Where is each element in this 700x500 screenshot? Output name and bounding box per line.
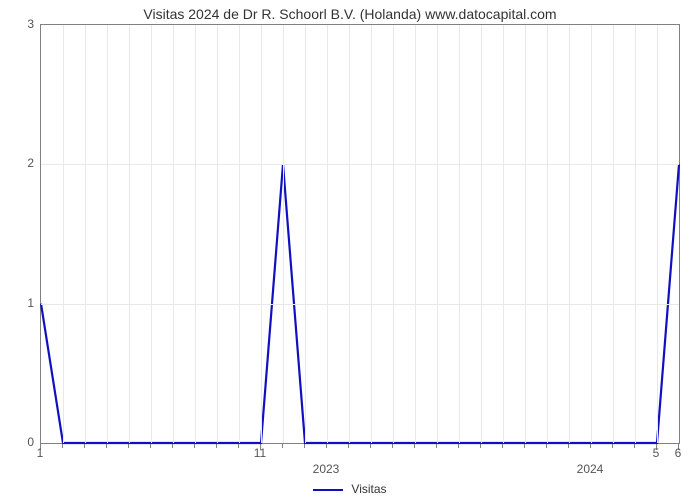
- gridline-h: [41, 164, 679, 165]
- x-year-label: 2024: [577, 462, 604, 476]
- gridline-v: [239, 25, 240, 443]
- legend: Visitas: [0, 482, 700, 496]
- gridline-v: [85, 25, 86, 443]
- gridline-v: [305, 25, 306, 443]
- gridline-v: [657, 25, 658, 443]
- x-tick-minor: [282, 444, 283, 448]
- x-tick-minor: [392, 444, 393, 448]
- x-tick-minor: [546, 444, 547, 448]
- x-tick-minor: [106, 444, 107, 448]
- gridline-h: [41, 304, 679, 305]
- gridline-v: [151, 25, 152, 443]
- gridline-v: [635, 25, 636, 443]
- x-tick-minor: [326, 444, 327, 448]
- gridline-v: [195, 25, 196, 443]
- x-tick-minor: [150, 444, 151, 448]
- gridline-v: [547, 25, 548, 443]
- legend-swatch: [313, 489, 343, 491]
- gridline-v: [129, 25, 130, 443]
- x-tick-minor: [304, 444, 305, 448]
- y-tick-label: 1: [14, 296, 34, 310]
- x-tick-label: 1: [37, 446, 44, 460]
- gridline-v: [327, 25, 328, 443]
- plot-area: [40, 24, 680, 444]
- gridline-v: [217, 25, 218, 443]
- gridline-v: [349, 25, 350, 443]
- x-tick-minor: [128, 444, 129, 448]
- gridline-v: [613, 25, 614, 443]
- y-tick-label: 0: [14, 435, 34, 449]
- x-tick-minor: [194, 444, 195, 448]
- gridline-v: [459, 25, 460, 443]
- gridline-v: [415, 25, 416, 443]
- x-tick-minor: [62, 444, 63, 448]
- x-tick-minor: [590, 444, 591, 448]
- x-tick-minor: [458, 444, 459, 448]
- x-tick-minor: [238, 444, 239, 448]
- gridline-v: [371, 25, 372, 443]
- x-tick-minor: [348, 444, 349, 448]
- x-tick-minor: [568, 444, 569, 448]
- y-tick-label: 2: [14, 156, 34, 170]
- line-layer: [41, 25, 679, 443]
- x-tick-minor: [216, 444, 217, 448]
- x-tick-minor: [436, 444, 437, 448]
- x-tick-minor: [480, 444, 481, 448]
- x-tick-minor: [414, 444, 415, 448]
- x-tick-minor: [524, 444, 525, 448]
- x-tick-label: 11: [254, 446, 266, 460]
- gridline-v: [283, 25, 284, 443]
- gridline-v: [503, 25, 504, 443]
- x-tick-minor: [612, 444, 613, 448]
- x-tick-label: 5: [653, 446, 660, 460]
- gridline-v: [173, 25, 174, 443]
- chart-container: Visitas 2024 de Dr R. Schoorl B.V. (Hola…: [0, 0, 700, 500]
- x-tick-label: 6: [675, 446, 682, 460]
- y-tick-label: 3: [14, 17, 34, 31]
- chart-title: Visitas 2024 de Dr R. Schoorl B.V. (Hola…: [0, 6, 700, 22]
- gridline-v: [591, 25, 592, 443]
- gridline-v: [107, 25, 108, 443]
- x-tick-minor: [370, 444, 371, 448]
- x-tick-minor: [634, 444, 635, 448]
- x-year-label: 2023: [313, 462, 340, 476]
- gridline-v: [481, 25, 482, 443]
- x-tick-minor: [502, 444, 503, 448]
- gridline-v: [569, 25, 570, 443]
- legend-label: Visitas: [351, 482, 386, 496]
- gridline-v: [261, 25, 262, 443]
- x-tick-minor: [84, 444, 85, 448]
- gridline-v: [525, 25, 526, 443]
- gridline-v: [63, 25, 64, 443]
- gridline-v: [437, 25, 438, 443]
- x-tick-minor: [172, 444, 173, 448]
- gridline-v: [393, 25, 394, 443]
